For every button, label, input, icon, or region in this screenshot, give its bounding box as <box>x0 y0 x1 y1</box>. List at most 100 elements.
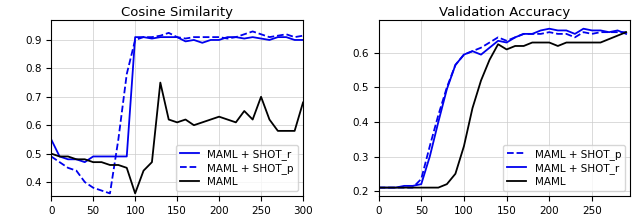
MAML + SHOT_r <box>409 185 417 187</box>
MAML + SHOT_p <box>115 138 122 141</box>
MAML + SHOT_r <box>460 53 468 56</box>
MAML + SHOT_r <box>375 186 383 189</box>
MAML + SHOT_r <box>477 53 485 56</box>
MAML + SHOT_r <box>123 155 131 158</box>
MAML <box>190 124 198 126</box>
MAML + SHOT_r <box>622 33 630 35</box>
MAML + SHOT_r <box>511 36 519 39</box>
MAML + SHOT_p <box>409 186 417 189</box>
MAML + SHOT_r <box>148 37 156 40</box>
MAML + SHOT_r <box>81 161 88 163</box>
MAML <box>81 158 88 161</box>
MAML + SHOT_r <box>614 29 621 32</box>
MAML + SHOT_r <box>605 31 613 33</box>
MAML <box>460 145 468 147</box>
MAML <box>56 155 63 158</box>
MAML + SHOT_p <box>157 34 164 37</box>
MAML + SHOT_p <box>56 161 63 163</box>
MAML + SHOT_r <box>257 37 265 40</box>
MAML + SHOT_p <box>563 33 570 35</box>
MAML + SHOT_p <box>417 178 425 180</box>
MAML + SHOT_p <box>223 37 231 40</box>
MAML + SHOT_r <box>215 39 223 41</box>
MAML + SHOT_r <box>520 33 527 35</box>
MAML + SHOT_r <box>494 39 502 42</box>
MAML <box>106 164 114 166</box>
MAML + SHOT_p <box>571 36 579 39</box>
MAML <box>383 186 391 189</box>
MAML <box>417 186 425 189</box>
MAML + SHOT_p <box>375 186 383 189</box>
MAML <box>571 41 579 44</box>
MAML <box>529 41 536 44</box>
MAML <box>223 118 231 121</box>
MAML + SHOT_r <box>115 155 122 158</box>
MAML <box>98 161 106 163</box>
MAML + SHOT_r <box>435 121 442 123</box>
MAML <box>198 121 206 124</box>
Line: MAML: MAML <box>51 83 303 193</box>
MAML + SHOT_r <box>249 36 257 38</box>
MAML + SHOT_p <box>291 36 298 38</box>
MAML + SHOT_r <box>223 36 231 38</box>
MAML + SHOT_p <box>47 155 55 158</box>
Title: Validation Accuracy: Validation Accuracy <box>439 6 570 19</box>
MAML + SHOT_p <box>383 186 391 189</box>
MAML <box>274 130 282 132</box>
MAML + SHOT_p <box>232 36 240 38</box>
MAML + SHOT_p <box>468 50 476 52</box>
MAML + SHOT_r <box>182 40 189 43</box>
MAML + SHOT_p <box>106 192 114 195</box>
MAML + SHOT_p <box>249 30 257 33</box>
MAML + SHOT_p <box>72 169 80 172</box>
Line: MAML + SHOT_r: MAML + SHOT_r <box>51 37 303 162</box>
MAML <box>173 121 181 124</box>
MAML + SHOT_r <box>588 29 596 32</box>
Line: MAML + SHOT_r: MAML + SHOT_r <box>379 29 626 188</box>
MAML <box>131 192 139 195</box>
MAML + SHOT_p <box>588 33 596 35</box>
MAML + SHOT_p <box>503 39 511 42</box>
MAML <box>486 58 493 61</box>
MAML + SHOT_r <box>98 155 106 158</box>
MAML + SHOT_r <box>282 36 290 38</box>
Line: MAML + SHOT_p: MAML + SHOT_p <box>379 32 626 188</box>
MAML + SHOT_p <box>401 186 408 189</box>
MAML <box>477 79 485 82</box>
MAML + SHOT_p <box>299 34 307 37</box>
MAML + SHOT_r <box>426 155 434 158</box>
Legend: MAML + SHOT_r, MAML + SHOT_p, MAML: MAML + SHOT_r, MAML + SHOT_p, MAML <box>176 145 298 191</box>
MAML <box>47 152 55 155</box>
MAML + SHOT_r <box>72 158 80 161</box>
MAML + SHOT_r <box>207 39 214 41</box>
MAML + SHOT_p <box>173 36 181 38</box>
MAML + SHOT_p <box>148 36 156 38</box>
MAML <box>291 130 298 132</box>
MAML + SHOT_r <box>198 41 206 44</box>
MAML <box>282 130 290 132</box>
MAML + SHOT_r <box>571 33 579 35</box>
MAML <box>622 31 630 33</box>
MAML + SHOT_r <box>392 186 399 189</box>
MAML <box>241 110 248 112</box>
MAML + SHOT_r <box>383 186 391 189</box>
MAML <box>614 34 621 37</box>
MAML + SHOT_r <box>106 155 114 158</box>
MAML <box>511 45 519 47</box>
MAML + SHOT_r <box>580 27 588 30</box>
MAML <box>554 45 562 47</box>
MAML + SHOT_p <box>257 33 265 36</box>
MAML + SHOT_p <box>443 86 451 89</box>
MAML + SHOT_r <box>417 183 425 186</box>
MAML <box>375 186 383 189</box>
MAML <box>392 186 399 189</box>
MAML <box>520 45 527 47</box>
MAML + SHOT_r <box>554 29 562 32</box>
MAML + SHOT_r <box>173 36 181 38</box>
MAML + SHOT_p <box>266 36 273 38</box>
MAML + SHOT_p <box>90 186 97 189</box>
MAML <box>452 172 460 175</box>
MAML + SHOT_p <box>182 37 189 40</box>
MAML + SHOT_p <box>537 33 545 35</box>
MAML + SHOT_r <box>56 155 63 158</box>
